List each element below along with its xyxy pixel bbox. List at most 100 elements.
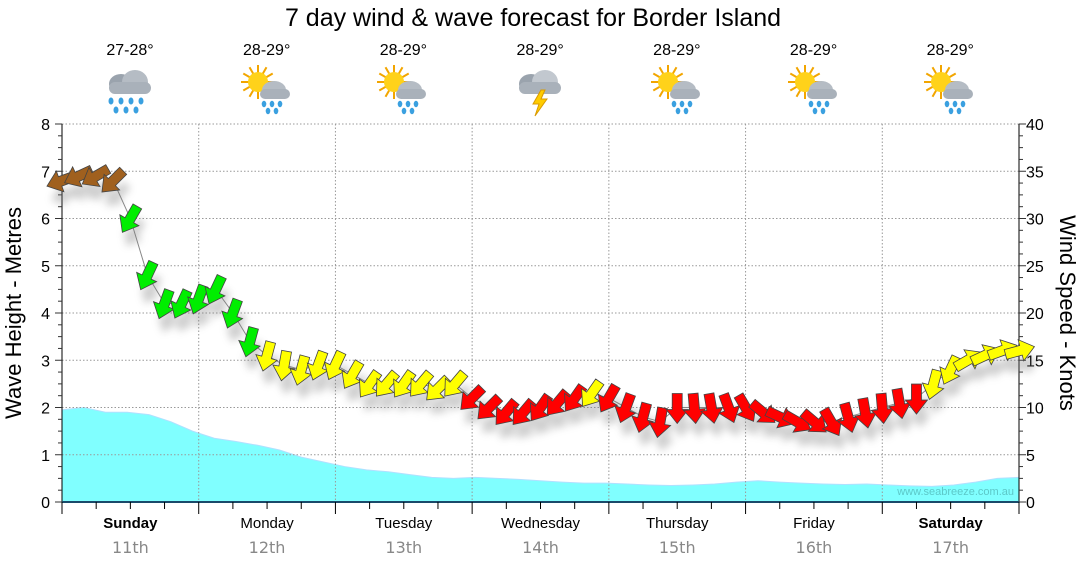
right-axis-tick-label: 0 xyxy=(1026,495,1035,512)
wind-arrow xyxy=(81,164,112,188)
wind-arrow xyxy=(631,401,655,434)
wind-arrow xyxy=(564,383,588,412)
wind-arrow xyxy=(64,164,95,188)
right-axis-tick-label: 20 xyxy=(1026,306,1044,323)
wind-arrow xyxy=(204,274,227,305)
wave-height-area xyxy=(61,406,1020,503)
wind-arrow-shadow xyxy=(1008,353,1039,375)
wind-arrow-shadow xyxy=(294,368,316,400)
sun-cloud-rain-icon xyxy=(924,65,974,115)
wind-arrow-shadow xyxy=(652,421,675,452)
date-label: 12th xyxy=(249,538,286,557)
wind-arrow xyxy=(170,288,193,319)
left-axis-tick-label: 4 xyxy=(41,306,50,323)
date-label: 17th xyxy=(932,538,969,557)
wind-arrow-shadow xyxy=(926,383,948,414)
wind-arrow xyxy=(888,387,912,420)
wind-arrow xyxy=(700,392,724,424)
watermark: www.seabreeze.com.au xyxy=(896,486,1014,498)
wind-arrow xyxy=(306,349,329,381)
wind-arrow-shadow xyxy=(259,354,282,385)
day-label: Sunday xyxy=(103,515,158,532)
wind-arrow xyxy=(136,259,159,291)
wind-arrow xyxy=(529,392,554,422)
sun-cloud-rain-icon xyxy=(650,65,700,115)
right-axis-title: Wind Speed - Knots xyxy=(1055,215,1080,411)
left-axis-tick-label: 1 xyxy=(41,448,50,465)
wind-arrow xyxy=(477,393,504,420)
wind-arrow xyxy=(799,408,827,433)
wind-arrow xyxy=(819,406,843,437)
temperature-range: 27-28° xyxy=(106,42,154,59)
wind-arrow xyxy=(648,406,672,439)
wind-arrow xyxy=(665,393,690,425)
date-label: 13th xyxy=(385,538,422,557)
wind-arrow xyxy=(597,382,621,413)
right-axis-tick-label: 25 xyxy=(1026,259,1044,276)
left-axis-tick-label: 0 xyxy=(41,495,50,512)
left-axis-tick-label: 8 xyxy=(41,117,50,134)
wind-arrow xyxy=(904,383,929,415)
date-label: 16th xyxy=(796,538,833,557)
wind-arrow xyxy=(359,368,383,398)
day-forecast: 28-29° xyxy=(472,42,608,120)
sun-cloud-rain-icon xyxy=(787,65,837,115)
day-label: Friday xyxy=(793,515,835,532)
rain-cloud-icon xyxy=(108,70,151,114)
right-axis-tick-label: 5 xyxy=(1026,448,1035,465)
wind-arrow-shadow xyxy=(448,383,472,411)
wind-arrow xyxy=(717,392,741,424)
wind-arrow xyxy=(495,397,520,425)
day-label: Monday xyxy=(240,515,294,532)
date-label: 14th xyxy=(522,538,559,557)
wind-arrow-shadow xyxy=(909,398,932,429)
wind-arrow xyxy=(152,288,176,320)
wind-arrow xyxy=(238,326,261,358)
temperature-range: 28-29° xyxy=(789,42,838,59)
temperature-range: 28-29° xyxy=(243,42,291,59)
wind-arrow xyxy=(341,359,365,389)
right-axis-tick-label: 10 xyxy=(1026,401,1044,418)
day-label: Tuesday xyxy=(375,515,432,532)
day-label: Wednesday xyxy=(501,515,580,532)
sun-cloud-rain-icon xyxy=(240,65,290,115)
wind-arrow-shadow xyxy=(602,397,625,426)
right-axis-tick-label: 35 xyxy=(1026,164,1044,181)
wind-arrow xyxy=(444,369,469,397)
wind-arrow-shadow xyxy=(123,217,146,247)
wind-arrow xyxy=(460,384,487,410)
wind-arrow xyxy=(375,369,401,397)
left-axis-tick-label: 5 xyxy=(41,259,50,276)
wind-arrow xyxy=(837,401,860,434)
chart-title: 7 day wind & wave forecast for Border Is… xyxy=(284,4,782,32)
wind-arrow xyxy=(289,354,313,386)
left-axis-tick-label: 3 xyxy=(41,353,50,370)
wind-arrow xyxy=(614,392,637,424)
sun-cloud-rain-icon xyxy=(377,65,427,115)
wind-arrow xyxy=(921,368,945,400)
wind-arrow xyxy=(1003,338,1036,362)
wind-arrow xyxy=(324,349,347,381)
date-label: 15th xyxy=(659,538,696,557)
wind-arrow xyxy=(581,378,605,407)
day-label: Thursday xyxy=(646,515,709,532)
day-forecast: 28-29° xyxy=(199,42,335,120)
temperature-range: 28-29° xyxy=(653,42,701,59)
day-forecast: 28-29° xyxy=(335,42,471,120)
wind-arrow xyxy=(119,203,143,233)
day-label: Saturday xyxy=(919,515,984,532)
wind-arrow xyxy=(682,392,707,425)
wind-arrow xyxy=(393,368,417,398)
wind-arrow-shadow xyxy=(105,181,131,207)
left-axis-title: Wave Height - Metres xyxy=(1,207,26,419)
left-axis-tick-label: 6 xyxy=(41,212,50,229)
wind-arrow xyxy=(870,392,895,425)
wind-arrow xyxy=(221,297,244,329)
day-forecast: 27-28° xyxy=(62,42,198,120)
temperature-range: 28-29° xyxy=(926,42,974,59)
wind-arrow xyxy=(187,283,210,315)
date-label: 11th xyxy=(112,538,149,557)
wind-arrow xyxy=(255,340,279,372)
temperature-range: 28-29° xyxy=(516,42,564,59)
